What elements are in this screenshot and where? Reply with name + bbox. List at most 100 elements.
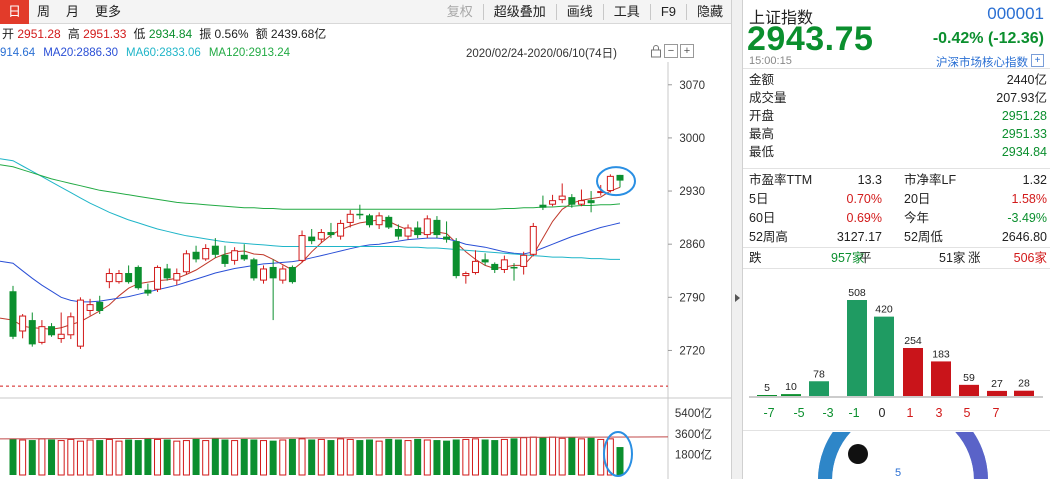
candle[interactable] [231,247,239,265]
candle[interactable] [606,174,614,193]
candle[interactable] [76,297,84,349]
candle[interactable] [616,174,624,188]
volume-bar [404,440,412,476]
distribution-category: -5 [793,406,804,420]
candle[interactable] [443,221,451,243]
lock-icon[interactable] [650,44,662,58]
candle[interactable] [568,194,576,208]
index-code[interactable]: 000001 [987,4,1044,23]
candle[interactable] [481,253,489,266]
divider [743,68,1050,69]
zoom-in-icon[interactable]: + [680,44,694,58]
candle[interactable] [346,210,354,228]
candle[interactable] [163,263,171,281]
candle[interactable] [414,221,422,239]
candle[interactable] [433,216,441,239]
candle[interactable] [337,219,345,240]
candle[interactable] [269,259,277,321]
candle[interactable] [240,244,248,261]
candle[interactable] [96,295,104,315]
candle[interactable] [38,320,46,345]
candle[interactable] [520,251,528,275]
candle[interactable] [500,255,508,274]
candle[interactable] [491,262,499,274]
candle[interactable] [48,323,56,337]
candle[interactable] [115,269,123,284]
candle[interactable] [134,265,142,290]
panel-splitter[interactable] [731,0,743,479]
volume-bar [260,440,268,476]
candle[interactable] [308,229,316,245]
quote-time: 15:00:15 [749,55,792,67]
candle[interactable] [529,222,537,257]
candle[interactable] [154,265,162,293]
candle[interactable] [539,195,547,211]
candle[interactable] [192,245,200,263]
candle[interactable] [327,222,335,239]
toolbar-button-4[interactable]: F9 [660,3,676,19]
candle[interactable] [57,312,65,343]
candle[interactable] [510,263,518,281]
candle[interactable] [288,265,296,284]
candle[interactable] [356,204,364,220]
toolbar-button-1[interactable]: 超级叠加 [493,3,546,19]
period-tab-3[interactable]: 更多 [95,3,122,19]
candle[interactable] [144,283,152,296]
rise-label: 涨 [968,251,981,265]
kline-chart[interactable]: 3070 3000 2930 2860 2790 2720 5400亿 3600亿 1800亿 [0,0,731,479]
volume-bar [28,440,36,475]
candle[interactable] [250,257,258,281]
highlight-circle [596,166,636,197]
candle[interactable] [394,224,402,240]
distribution-bar [931,361,951,396]
stat-label: 最高 [749,127,775,141]
candle[interactable] [587,191,595,213]
candle[interactable] [317,229,325,243]
candle[interactable] [471,250,479,275]
candle[interactable] [404,224,412,240]
candle[interactable] [125,265,133,284]
candle[interactable] [549,194,557,207]
toolbar-button-5[interactable]: 隐藏 [696,3,723,19]
add-icon[interactable]: + [1031,54,1044,67]
candle[interactable] [260,265,268,284]
candle[interactable] [365,213,373,228]
candle[interactable] [9,285,17,340]
core-index-link[interactable]: 沪深市场核心指数 [936,57,1028,69]
candle[interactable] [202,244,210,261]
candle[interactable] [558,183,566,204]
candle[interactable] [385,215,393,229]
distribution-bar [959,384,979,396]
quote-label: 振 [199,27,215,41]
candle[interactable] [423,215,431,239]
volume-bar [520,437,528,476]
candle[interactable] [67,312,75,340]
candle[interactable] [211,238,219,258]
period-tab-1[interactable]: 周 [37,3,51,19]
candle[interactable] [452,238,460,279]
candle[interactable] [86,298,94,316]
volume-bar [317,438,325,476]
divider [743,247,1050,248]
candle[interactable] [298,230,306,263]
period-tab-0[interactable]: 日 [0,0,30,24]
candle[interactable] [221,245,229,267]
candle[interactable] [182,250,190,275]
expand-arrow-icon[interactable] [735,294,740,302]
candle[interactable] [173,268,181,286]
toolbar-button-2[interactable]: 画线 [566,3,593,19]
candle[interactable] [279,265,287,284]
candle[interactable] [375,212,383,229]
volume-bar [96,440,104,475]
candle[interactable] [28,312,36,347]
toolbar-button-0[interactable]: 复权 [446,3,473,19]
candle[interactable] [105,268,113,289]
period-tab-2[interactable]: 月 [66,3,80,19]
toolbar-button-3[interactable]: 工具 [613,3,640,19]
stat-value: 2951.28 [1001,109,1047,123]
valuation-label: 60日 [749,211,776,225]
zoom-out-icon[interactable]: − [664,44,678,58]
candle[interactable] [462,271,470,284]
candle[interactable] [577,189,585,207]
candle[interactable] [19,314,27,339]
